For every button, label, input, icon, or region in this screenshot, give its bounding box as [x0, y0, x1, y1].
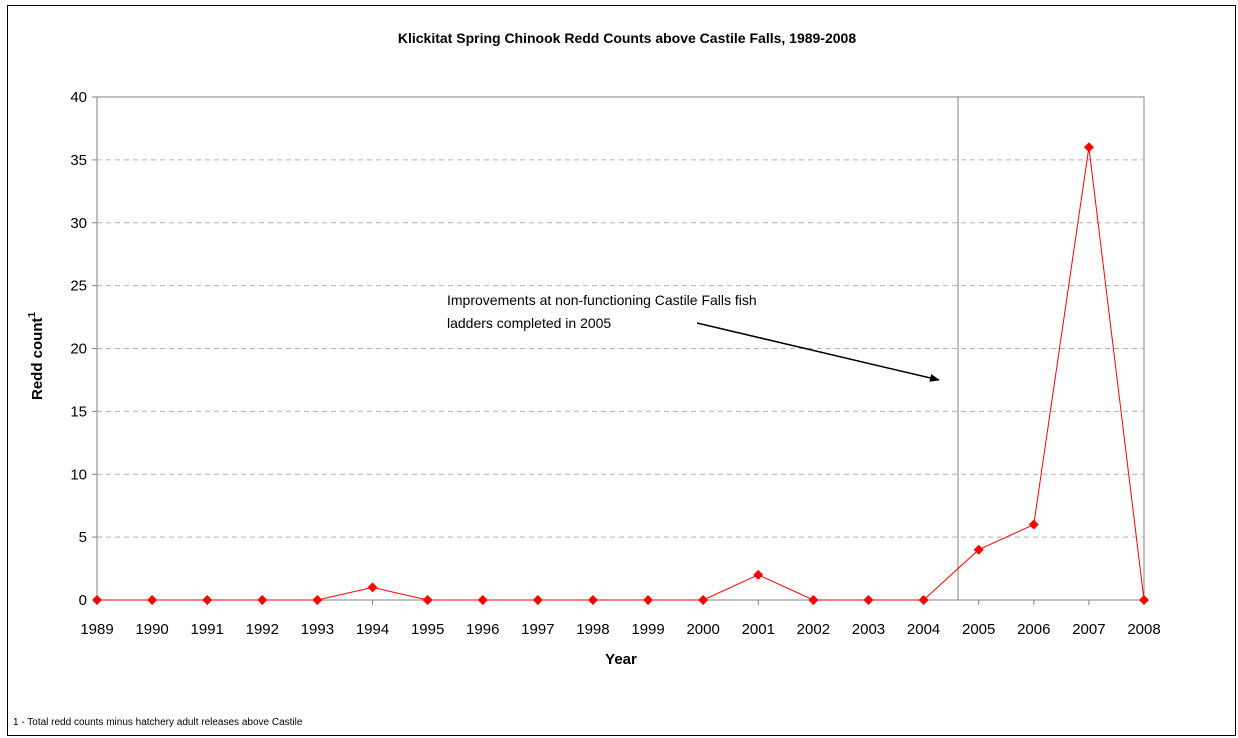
x-tick-label: 2008 — [1127, 621, 1160, 638]
x-tick-label: 1990 — [135, 621, 168, 638]
x-tick-label: 2007 — [1072, 621, 1105, 638]
data-point-marker — [367, 582, 378, 593]
y-axis-title-group: Redd count1 — [27, 312, 46, 401]
data-point-marker — [477, 595, 488, 605]
y-tick-label: 40 — [70, 89, 87, 106]
data-point-marker — [808, 595, 819, 605]
series-redd-count — [92, 142, 1149, 605]
data-point-marker — [312, 595, 323, 605]
footnote: 1 - Total redd counts minus hatchery adu… — [13, 717, 303, 728]
y-tick-label: 35 — [70, 152, 87, 169]
x-tick-label: 1997 — [521, 621, 554, 638]
x-tick-label: 1995 — [411, 621, 444, 638]
chart-title: Klickitat Spring Chinook Redd Counts abo… — [398, 30, 856, 46]
data-point-marker — [147, 595, 158, 605]
y-tick-label: 0 — [79, 592, 87, 609]
y-tick-label: 10 — [70, 466, 87, 483]
data-point-marker — [422, 595, 433, 605]
y-tick-label: 25 — [70, 278, 87, 295]
data-point-marker — [202, 595, 213, 605]
data-point-marker — [1139, 595, 1149, 605]
data-point-marker — [92, 595, 102, 605]
data-point-marker — [863, 595, 874, 605]
x-tick-label: 2001 — [742, 621, 775, 638]
x-tick-label: 1998 — [576, 621, 609, 638]
y-axis-title-superscript: 1 — [27, 312, 38, 318]
data-point-marker — [698, 595, 709, 605]
x-tick-label: 1994 — [356, 621, 389, 638]
x-tick-label: 1992 — [246, 621, 279, 638]
x-tick-label: 2002 — [797, 621, 830, 638]
y-tick-label: 15 — [70, 403, 87, 420]
x-tick-label: 1989 — [80, 621, 113, 638]
series-line — [97, 147, 1145, 601]
annotation-arrow — [696, 322, 940, 382]
x-tick-label: 1993 — [301, 621, 334, 638]
y-axis-ticks: 0 5 10 15 20 25 30 35 40 — [70, 89, 97, 609]
data-point-marker — [973, 544, 984, 555]
x-tick-label: 1999 — [631, 621, 664, 638]
x-axis-title: Year — [605, 651, 637, 668]
y-tick-label: 30 — [70, 215, 87, 232]
x-tick-label: 1996 — [466, 621, 499, 638]
x-tick-label: 2003 — [852, 621, 885, 638]
gridlines — [97, 159, 1144, 538]
x-tick-label: 2000 — [686, 621, 719, 638]
x-tick-label: 2006 — [1017, 621, 1050, 638]
chart-frame — [7, 5, 1236, 736]
annotation-line-2: ladders completed in 2005 — [447, 315, 611, 331]
data-point-marker — [643, 595, 654, 605]
y-axis-title: Redd count1 — [27, 312, 46, 401]
data-point-marker — [1028, 519, 1039, 530]
data-point-marker — [587, 595, 598, 605]
data-point-marker — [257, 595, 268, 605]
x-tick-label: 2005 — [962, 621, 995, 638]
y-tick-label: 20 — [70, 341, 87, 358]
x-tick-label: 1991 — [191, 621, 224, 638]
data-point-marker — [1083, 142, 1094, 153]
x-tick-label: 2004 — [907, 621, 940, 638]
data-point-marker — [532, 595, 543, 605]
annotation-line-1: Improvements at non-functioning Castile … — [447, 292, 757, 308]
data-point-marker — [753, 569, 764, 580]
y-axis-title-text: Redd count — [29, 318, 46, 401]
data-point-marker — [918, 595, 929, 605]
x-axis-ticks: 1989 1990 1991 1992 1993 1994 1995 1996 1997 1998… — [80, 600, 1161, 638]
y-tick-label: 5 — [79, 529, 87, 546]
